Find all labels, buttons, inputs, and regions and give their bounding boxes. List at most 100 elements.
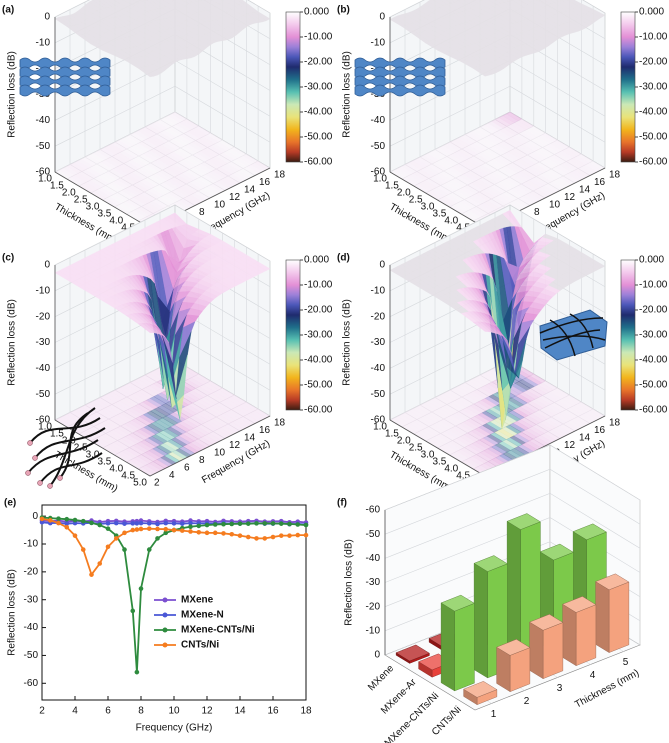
floor-contour (424, 178, 441, 188)
floor-contour (479, 189, 496, 200)
surface-panel: 0-10-20-30-40-50-601.01.52.02.53.03.54.0… (337, 204, 668, 495)
floor-contour (532, 176, 549, 186)
floor-contour (81, 169, 98, 179)
data-point (287, 521, 292, 527)
floor-contour (128, 432, 145, 443)
floor-contour (497, 180, 515, 190)
floor-contour (129, 210, 146, 220)
x-tick-label: 2 (39, 706, 45, 717)
floor-contour (155, 119, 173, 129)
floor-contour (463, 184, 480, 195)
z-tick-label: -50 (36, 141, 51, 152)
floor-contour (120, 175, 137, 186)
colorbar-tick-label: -50.00 (304, 380, 333, 391)
floor-contour (96, 161, 113, 172)
bar (595, 573, 630, 653)
floor-contour (103, 145, 120, 155)
colorbar-tick-label: -20.00 (639, 305, 668, 316)
x-tick-label: 14 (234, 706, 246, 717)
colorbar-tick-label: -50.00 (639, 132, 668, 143)
floor-contour (526, 140, 543, 150)
z-tick-label: -10 (36, 285, 51, 296)
floor-contour (107, 143, 124, 153)
floor-contour (147, 436, 165, 446)
floor-contour (150, 160, 167, 171)
floor-contour (479, 124, 496, 135)
data-point (221, 521, 226, 527)
floor-contour (151, 434, 168, 444)
floor-contour (446, 154, 463, 164)
z-tick-label: -30 (36, 337, 51, 348)
z-tick-label: -10 (366, 625, 381, 636)
data-point (146, 526, 152, 531)
data-point (130, 527, 136, 533)
floor-contour (538, 147, 555, 157)
floor-contour (159, 430, 176, 440)
floor-contour (88, 401, 105, 411)
inset-layer (19, 66, 111, 79)
floor-contour (74, 173, 91, 183)
floor-contour (130, 145, 147, 155)
floor-contour (215, 402, 232, 412)
floor-contour (172, 149, 190, 159)
floor-contour (187, 129, 204, 139)
floor-contour (509, 187, 526, 197)
floor-contour (197, 424, 214, 434)
legend-marker (162, 627, 168, 633)
x-tick-label: 2.5 (409, 195, 423, 206)
data-point (97, 522, 103, 528)
floor-contour (517, 118, 535, 129)
x-tick-label: 16 (267, 706, 279, 717)
floor-contour (105, 183, 122, 193)
floor-contour (519, 144, 536, 154)
floor-contour (162, 180, 180, 190)
floor-contour (218, 139, 235, 150)
x-tick-label: 1.5 (385, 181, 399, 192)
x-axis-title: Thickness (mm) (573, 668, 641, 711)
floor-contour (471, 193, 488, 203)
floor-contour (139, 414, 156, 424)
floor-contour (196, 411, 213, 421)
y-tick-label: 14 (579, 185, 591, 196)
data-point (237, 521, 243, 526)
floor-contour (523, 154, 540, 165)
plot-frame (41, 504, 307, 701)
floor-contour (456, 201, 473, 211)
floor-contour (126, 146, 143, 157)
floor-contour (184, 392, 201, 402)
x-tick-label: 18 (300, 706, 312, 717)
x-tick-label: 5.0 (133, 478, 147, 489)
floor-contour (119, 411, 136, 421)
floor-contour (167, 439, 184, 449)
floor-contour (447, 179, 465, 189)
floor-contour (517, 183, 534, 194)
floor-contour (165, 414, 183, 424)
floor-contour (562, 161, 579, 171)
category-label: MXene (366, 663, 396, 693)
floor-contour (193, 426, 210, 436)
floor-contour (502, 191, 519, 201)
colorbar-tick-label: -60.00 (639, 405, 668, 416)
legend-marker (162, 612, 168, 618)
floor-contour (472, 206, 489, 216)
data-point (245, 521, 251, 526)
floor-contour (132, 430, 149, 441)
data-point (122, 521, 127, 526)
floor-contour (464, 197, 481, 207)
floor-contour (493, 169, 510, 180)
x-tick-label: 4.0 (444, 216, 458, 227)
floor-contour (242, 153, 259, 164)
floor-contour (125, 199, 142, 209)
floor-contour (502, 113, 519, 123)
colorbar-tick-label: -40.00 (639, 107, 668, 118)
floor-contour (466, 170, 483, 180)
floor-contour (187, 390, 205, 400)
x-tick-label: 6 (105, 706, 111, 717)
z-tick-label: 0 (379, 260, 385, 271)
floor-contour (498, 115, 515, 125)
floor-contour (242, 401, 259, 412)
floor-contour (112, 415, 129, 425)
floor-contour (461, 146, 478, 157)
floor-contour (174, 435, 191, 445)
